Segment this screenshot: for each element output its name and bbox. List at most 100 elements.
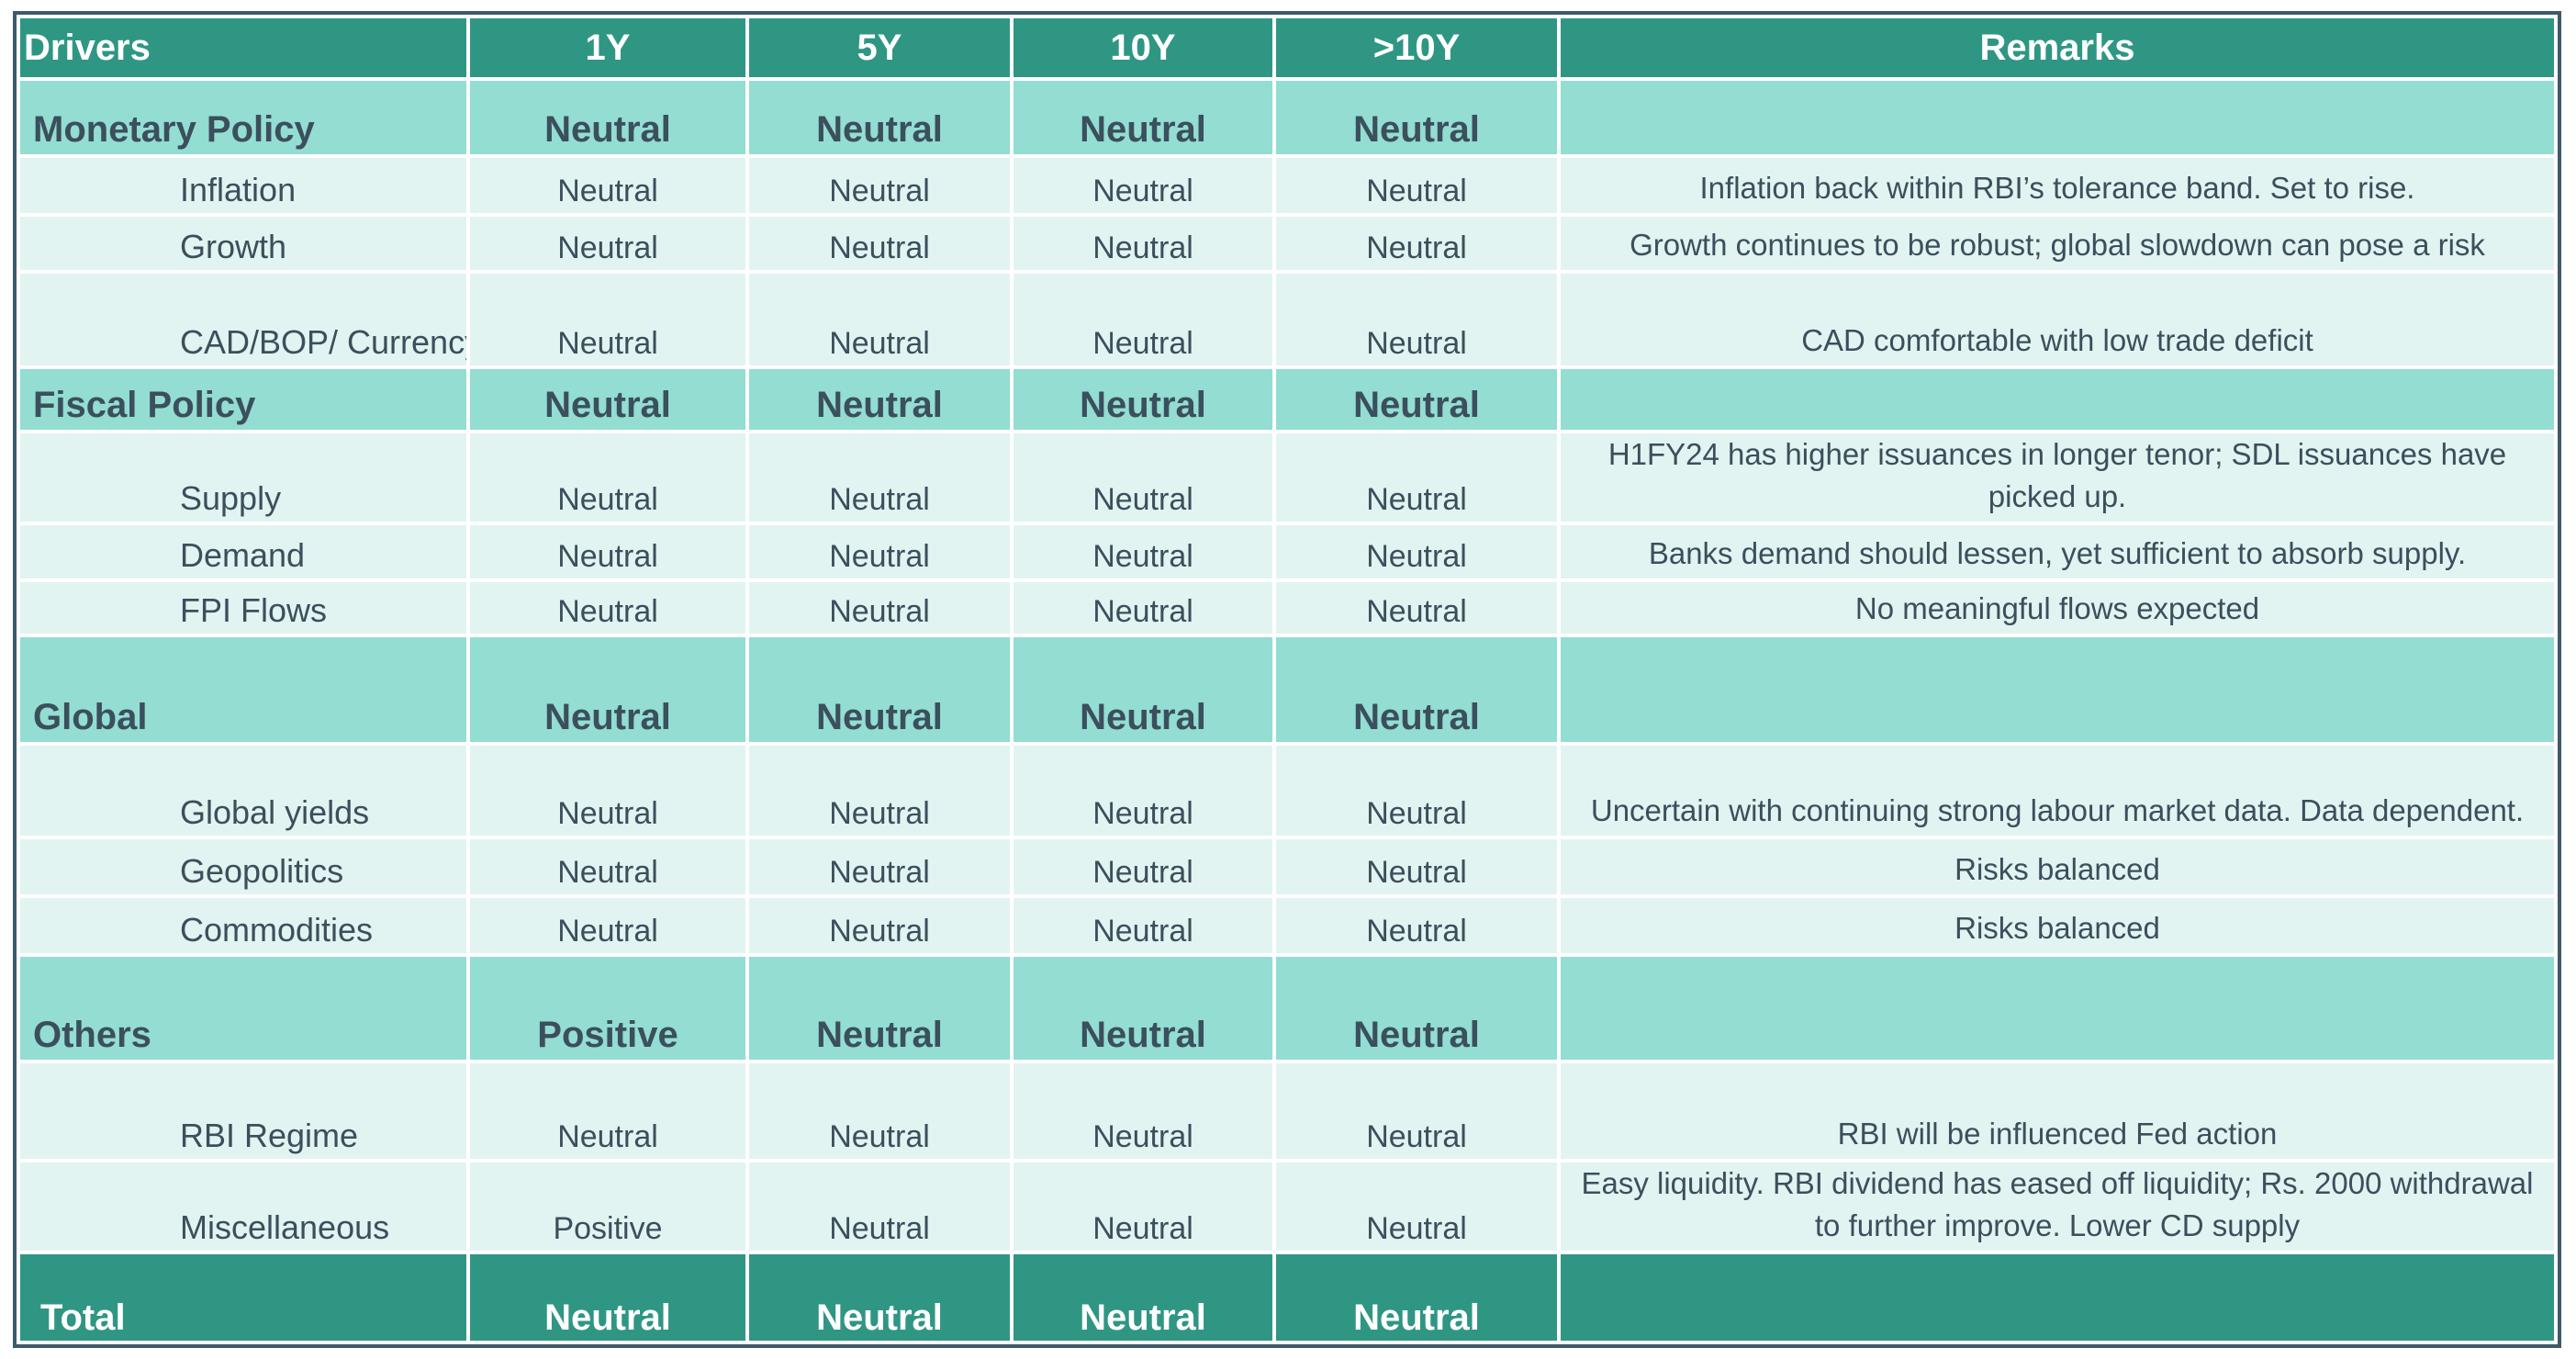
header-drivers: Drivers: [17, 15, 470, 81]
total-row: Total Neutral Neutral Neutral Neutral: [17, 1251, 2558, 1344]
header-5y: 5Y: [745, 15, 1014, 81]
cell-5y: Neutral: [745, 77, 1014, 158]
cell-1y: Neutral: [466, 365, 749, 433]
cell-5y: Neutral: [745, 1060, 1014, 1162]
category-row-fiscal-policy: Fiscal Policy Neutral Neutral Neutral Ne…: [17, 365, 2558, 433]
cell-1y: Neutral: [466, 894, 749, 957]
cell-remark: No meaningful flows expected: [1557, 578, 2558, 637]
table-row-rbi-regime: RBI Regime Neutral Neutral Neutral Neutr…: [17, 1060, 2558, 1162]
category-row-monetary-policy: Monetary Policy Neutral Neutral Neutral …: [17, 77, 2558, 158]
cell-1y: Neutral: [466, 213, 749, 274]
row-label: Global yields: [17, 742, 470, 839]
cell-5y: Neutral: [745, 522, 1014, 582]
cell-1y: Neutral: [466, 77, 749, 158]
cell-gt10y: Neutral: [1272, 430, 1561, 525]
cell-gt10y: Neutral: [1272, 836, 1561, 898]
cell-remark: Uncertain with continuing strong labour …: [1557, 742, 2558, 839]
cell-10y: Neutral: [1010, 154, 1276, 217]
cell-10y: Neutral: [1010, 365, 1276, 433]
cell-gt10y: Neutral: [1272, 953, 1561, 1063]
cell-10y: Neutral: [1010, 270, 1276, 369]
cell-10y: Neutral: [1010, 836, 1276, 898]
cell-1y: Neutral: [466, 836, 749, 898]
cell-10y: Neutral: [1010, 522, 1276, 582]
header-gt10y: >10Y: [1272, 15, 1561, 81]
cell-remark: [1557, 634, 2558, 746]
cell-gt10y: Neutral: [1272, 1159, 1561, 1254]
row-label: Geopolitics: [17, 836, 470, 898]
cell-1y: Neutral: [466, 522, 749, 582]
cell-remark: H1FY24 has higher issuances in longer te…: [1557, 430, 2558, 525]
cell-5y: Neutral: [745, 365, 1014, 433]
table-row-inflation: Inflation Neutral Neutral Neutral Neutra…: [17, 154, 2558, 217]
header-10y: 10Y: [1010, 15, 1276, 81]
cell-1y: Neutral: [466, 578, 749, 637]
cell-remark: [1557, 365, 2558, 433]
table-row-growth: Growth Neutral Neutral Neutral Neutral G…: [17, 213, 2558, 274]
header-remarks: Remarks: [1557, 15, 2558, 81]
drivers-table-frame: Drivers 1Y 5Y 10Y >10Y Remarks Monetary …: [13, 11, 2561, 1348]
cell-1y: Neutral: [466, 634, 749, 746]
cell-5y: Neutral: [745, 894, 1014, 957]
cell-gt10y: Neutral: [1272, 154, 1561, 217]
cell-5y: Neutral: [745, 270, 1014, 369]
cell-gt10y: Neutral: [1272, 1060, 1561, 1162]
drivers-table: Drivers 1Y 5Y 10Y >10Y Remarks Monetary …: [17, 15, 2558, 1344]
table-row-geopolitics: Geopolitics Neutral Neutral Neutral Neut…: [17, 836, 2558, 898]
cell-1y: Positive: [466, 1159, 749, 1254]
cell-remark: Inflation back within RBI’s tolerance ba…: [1557, 154, 2558, 217]
cell-remark: Risks balanced: [1557, 894, 2558, 957]
cell-1y: Neutral: [466, 1060, 749, 1162]
cell-10y: Neutral: [1010, 578, 1276, 637]
row-label: Total: [17, 1251, 470, 1344]
table-row-supply: Supply Neutral Neutral Neutral Neutral H…: [17, 430, 2558, 525]
table-row-miscellaneous: Miscellaneous Positive Neutral Neutral N…: [17, 1159, 2558, 1254]
cell-10y: Neutral: [1010, 894, 1276, 957]
cell-remark: Risks balanced: [1557, 836, 2558, 898]
table-row-commodities: Commodities Neutral Neutral Neutral Neut…: [17, 894, 2558, 957]
cell-gt10y: Neutral: [1272, 522, 1561, 582]
cell-1y: Neutral: [466, 430, 749, 525]
table-row-demand: Demand Neutral Neutral Neutral Neutral B…: [17, 522, 2558, 582]
table-row-cad-bop-currency: CAD/BOP/ Currency Neutral Neutral Neutra…: [17, 270, 2558, 369]
row-label: Growth: [17, 213, 470, 274]
cell-remark: CAD comfortable with low trade deficit: [1557, 270, 2558, 369]
cell-gt10y: Neutral: [1272, 578, 1561, 637]
table-header-row: Drivers 1Y 5Y 10Y >10Y Remarks: [17, 15, 2558, 81]
cell-1y: Neutral: [466, 742, 749, 839]
row-label: Commodities: [17, 894, 470, 957]
cell-10y: Neutral: [1010, 742, 1276, 839]
cell-1y: Positive: [466, 953, 749, 1063]
cell-remark: [1557, 77, 2558, 158]
cell-gt10y: Neutral: [1272, 1251, 1561, 1344]
cell-5y: Neutral: [745, 836, 1014, 898]
row-label: RBI Regime: [17, 1060, 470, 1162]
cell-gt10y: Neutral: [1272, 365, 1561, 433]
cell-remark: Growth continues to be robust; global sl…: [1557, 213, 2558, 274]
cell-10y: Neutral: [1010, 1159, 1276, 1254]
cell-10y: Neutral: [1010, 1060, 1276, 1162]
cell-10y: Neutral: [1010, 213, 1276, 274]
row-label: Demand: [17, 522, 470, 582]
cell-10y: Neutral: [1010, 1251, 1276, 1344]
cell-1y: Neutral: [466, 154, 749, 217]
row-label: Inflation: [17, 154, 470, 217]
cell-remark: Easy liquidity. RBI dividend has eased o…: [1557, 1159, 2558, 1254]
row-label: Global: [17, 634, 470, 746]
cell-5y: Neutral: [745, 634, 1014, 746]
row-label: Fiscal Policy: [17, 365, 470, 433]
cell-gt10y: Neutral: [1272, 634, 1561, 746]
cell-1y: Neutral: [466, 270, 749, 369]
category-row-global: Global Neutral Neutral Neutral Neutral: [17, 634, 2558, 746]
cell-5y: Neutral: [745, 578, 1014, 637]
cell-gt10y: Neutral: [1272, 742, 1561, 839]
cell-10y: Neutral: [1010, 77, 1276, 158]
category-row-others: Others Positive Neutral Neutral Neutral: [17, 953, 2558, 1063]
cell-gt10y: Neutral: [1272, 213, 1561, 274]
row-label: Supply: [17, 430, 470, 525]
cell-gt10y: Neutral: [1272, 270, 1561, 369]
row-label: FPI Flows: [17, 578, 470, 637]
cell-5y: Neutral: [745, 1159, 1014, 1254]
table-row-global-yields: Global yields Neutral Neutral Neutral Ne…: [17, 742, 2558, 839]
cell-remark: [1557, 953, 2558, 1063]
